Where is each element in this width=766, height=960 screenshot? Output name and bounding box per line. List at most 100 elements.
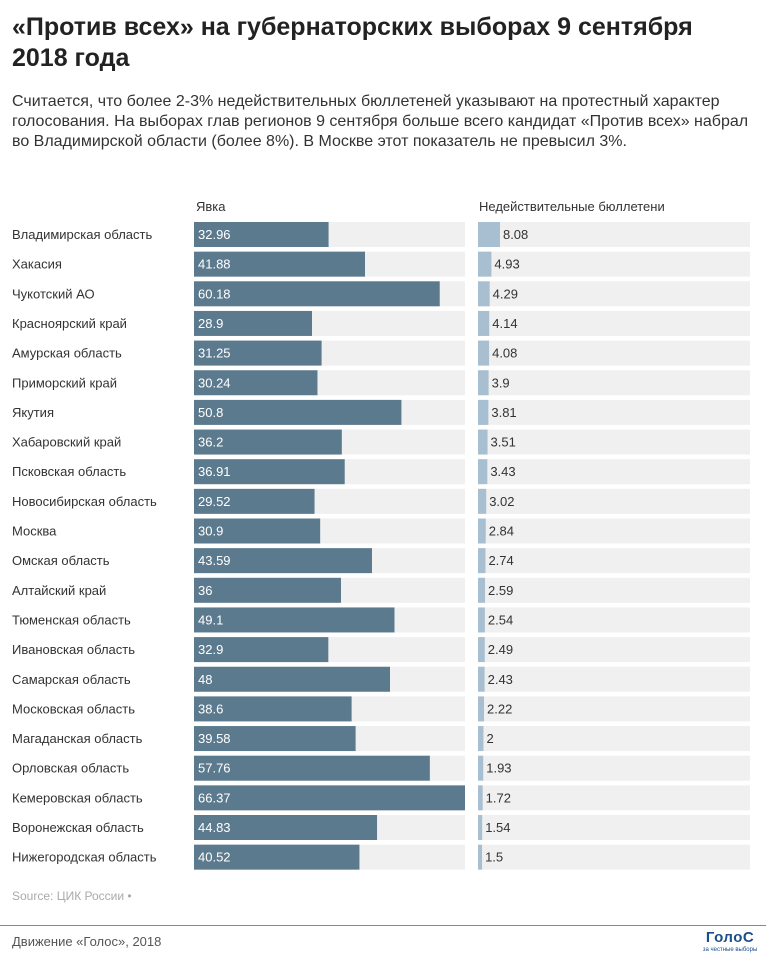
category-label: Магаданская область bbox=[12, 731, 143, 746]
invalid-track bbox=[478, 577, 750, 603]
turnout-value-label: 66.37 bbox=[198, 790, 231, 805]
invalid-bar bbox=[478, 370, 489, 396]
category-label: Приморский край bbox=[12, 375, 117, 390]
turnout-bar bbox=[194, 548, 372, 574]
invalid-bar bbox=[478, 666, 485, 692]
turnout-value-label: 44.83 bbox=[198, 820, 231, 835]
category-label: Псковская область bbox=[12, 464, 126, 479]
invalid-track bbox=[478, 488, 750, 514]
invalid-track bbox=[478, 310, 750, 336]
turnout-bar bbox=[194, 666, 390, 692]
invalid-track bbox=[478, 696, 750, 722]
invalid-value-label: 3.9 bbox=[492, 375, 510, 390]
invalid-value-label: 1.72 bbox=[486, 790, 511, 805]
invalid-bar bbox=[478, 222, 500, 247]
turnout-bar bbox=[194, 844, 360, 870]
invalid-bar bbox=[478, 399, 489, 425]
category-label: Московская область bbox=[12, 701, 135, 716]
invalid-value-label: 3.81 bbox=[491, 405, 516, 420]
invalid-track bbox=[478, 607, 750, 633]
bar-chart: Владимирская область 32.96 8.08 Хакасия 41.8… bbox=[12, 222, 750, 870]
category-label: Хабаровский край bbox=[12, 435, 121, 450]
turnout-column-header: Явка bbox=[196, 199, 226, 214]
invalid-bar bbox=[478, 607, 485, 633]
invalid-track bbox=[478, 429, 750, 455]
logo-tagline: за честные выборы bbox=[702, 947, 758, 953]
category-label: Москва bbox=[12, 524, 57, 539]
invalid-bar bbox=[478, 251, 492, 277]
invalid-value-label: 4.29 bbox=[493, 286, 518, 301]
turnout-bar bbox=[194, 726, 356, 752]
source-note: Source: ЦИК России • bbox=[12, 889, 132, 903]
turnout-value-label: 30.9 bbox=[198, 524, 223, 539]
logo-wordmark: ГолоС bbox=[705, 929, 755, 946]
invalid-bar bbox=[478, 726, 484, 752]
invalid-bar bbox=[478, 459, 488, 485]
invalid-bar bbox=[478, 488, 487, 514]
golos-logo: ГолоС за честные выборы bbox=[700, 930, 760, 956]
invalid-bar bbox=[478, 844, 483, 870]
category-label: Хакасия bbox=[12, 257, 62, 272]
invalid-track bbox=[478, 844, 750, 870]
invalid-value-label: 2.49 bbox=[488, 642, 513, 657]
turnout-bar bbox=[194, 637, 329, 663]
turnout-value-label: 29.52 bbox=[198, 494, 231, 509]
invalid-track bbox=[478, 370, 750, 396]
invalid-value-label: 4.93 bbox=[494, 257, 519, 272]
category-label: Орловская область bbox=[12, 761, 129, 776]
turnout-bar bbox=[194, 459, 345, 485]
category-label: Якутия bbox=[12, 405, 54, 420]
turnout-bar bbox=[194, 370, 318, 396]
invalid-track bbox=[478, 399, 750, 425]
invalid-value-label: 1.5 bbox=[485, 850, 503, 865]
invalid-value-label: 1.93 bbox=[486, 761, 511, 776]
turnout-value-label: 36 bbox=[198, 583, 212, 598]
invalid-track bbox=[478, 518, 750, 544]
turnout-value-label: 32.96 bbox=[198, 227, 231, 242]
invalid-value-label: 3.51 bbox=[491, 435, 516, 450]
invalid-bar bbox=[478, 518, 486, 544]
invalid-value-label: 2.74 bbox=[488, 553, 513, 568]
invalid-track bbox=[478, 340, 750, 366]
category-label: Новосибирская область bbox=[12, 494, 157, 509]
chart-subtitle: Считается, что более 2-3% недействительн… bbox=[12, 93, 749, 150]
turnout-bar bbox=[194, 429, 342, 455]
invalid-track bbox=[478, 459, 750, 485]
turnout-value-label: 31.25 bbox=[198, 346, 231, 361]
category-label: Самарская область bbox=[12, 672, 131, 687]
turnout-bar bbox=[194, 340, 322, 366]
invalid-value-label: 2.59 bbox=[488, 583, 513, 598]
turnout-value-label: 36.91 bbox=[198, 464, 231, 479]
turnout-bar bbox=[194, 399, 402, 425]
invalid-track bbox=[478, 785, 750, 811]
turnout-bar bbox=[194, 696, 352, 722]
invalid-track bbox=[478, 726, 750, 752]
invalid-track bbox=[478, 755, 750, 781]
footer-divider bbox=[0, 925, 766, 926]
chart-title: «Против всех» на губернаторских выборах … bbox=[12, 13, 693, 72]
turnout-bar bbox=[194, 222, 329, 247]
category-label: Алтайский край bbox=[12, 583, 106, 598]
category-label: Воронежская область bbox=[12, 820, 144, 835]
turnout-bar bbox=[194, 310, 313, 336]
category-label: Кемеровская область bbox=[12, 790, 143, 805]
invalid-value-label: 2.54 bbox=[488, 612, 513, 627]
turnout-value-label: 49.1 bbox=[198, 612, 223, 627]
invalid-bar bbox=[478, 340, 490, 366]
category-label: Амурская область bbox=[12, 346, 122, 361]
invalid-value-label: 2.84 bbox=[489, 524, 514, 539]
turnout-value-label: 30.24 bbox=[198, 375, 231, 390]
turnout-bar bbox=[194, 755, 430, 781]
invalid-bar bbox=[478, 755, 484, 781]
invalid-track bbox=[478, 281, 750, 307]
turnout-value-label: 57.76 bbox=[198, 761, 231, 776]
invalid-ballots-column-header: Недействительные бюллетени bbox=[479, 199, 665, 214]
turnout-value-label: 50.8 bbox=[198, 405, 223, 420]
invalid-value-label: 2.22 bbox=[487, 701, 512, 716]
turnout-bar bbox=[194, 607, 395, 633]
turnout-bar bbox=[194, 488, 315, 514]
turnout-bar bbox=[194, 815, 378, 840]
category-label: Тюменская область bbox=[12, 612, 131, 627]
turnout-value-label: 39.58 bbox=[198, 731, 231, 746]
turnout-value-label: 60.18 bbox=[198, 286, 231, 301]
